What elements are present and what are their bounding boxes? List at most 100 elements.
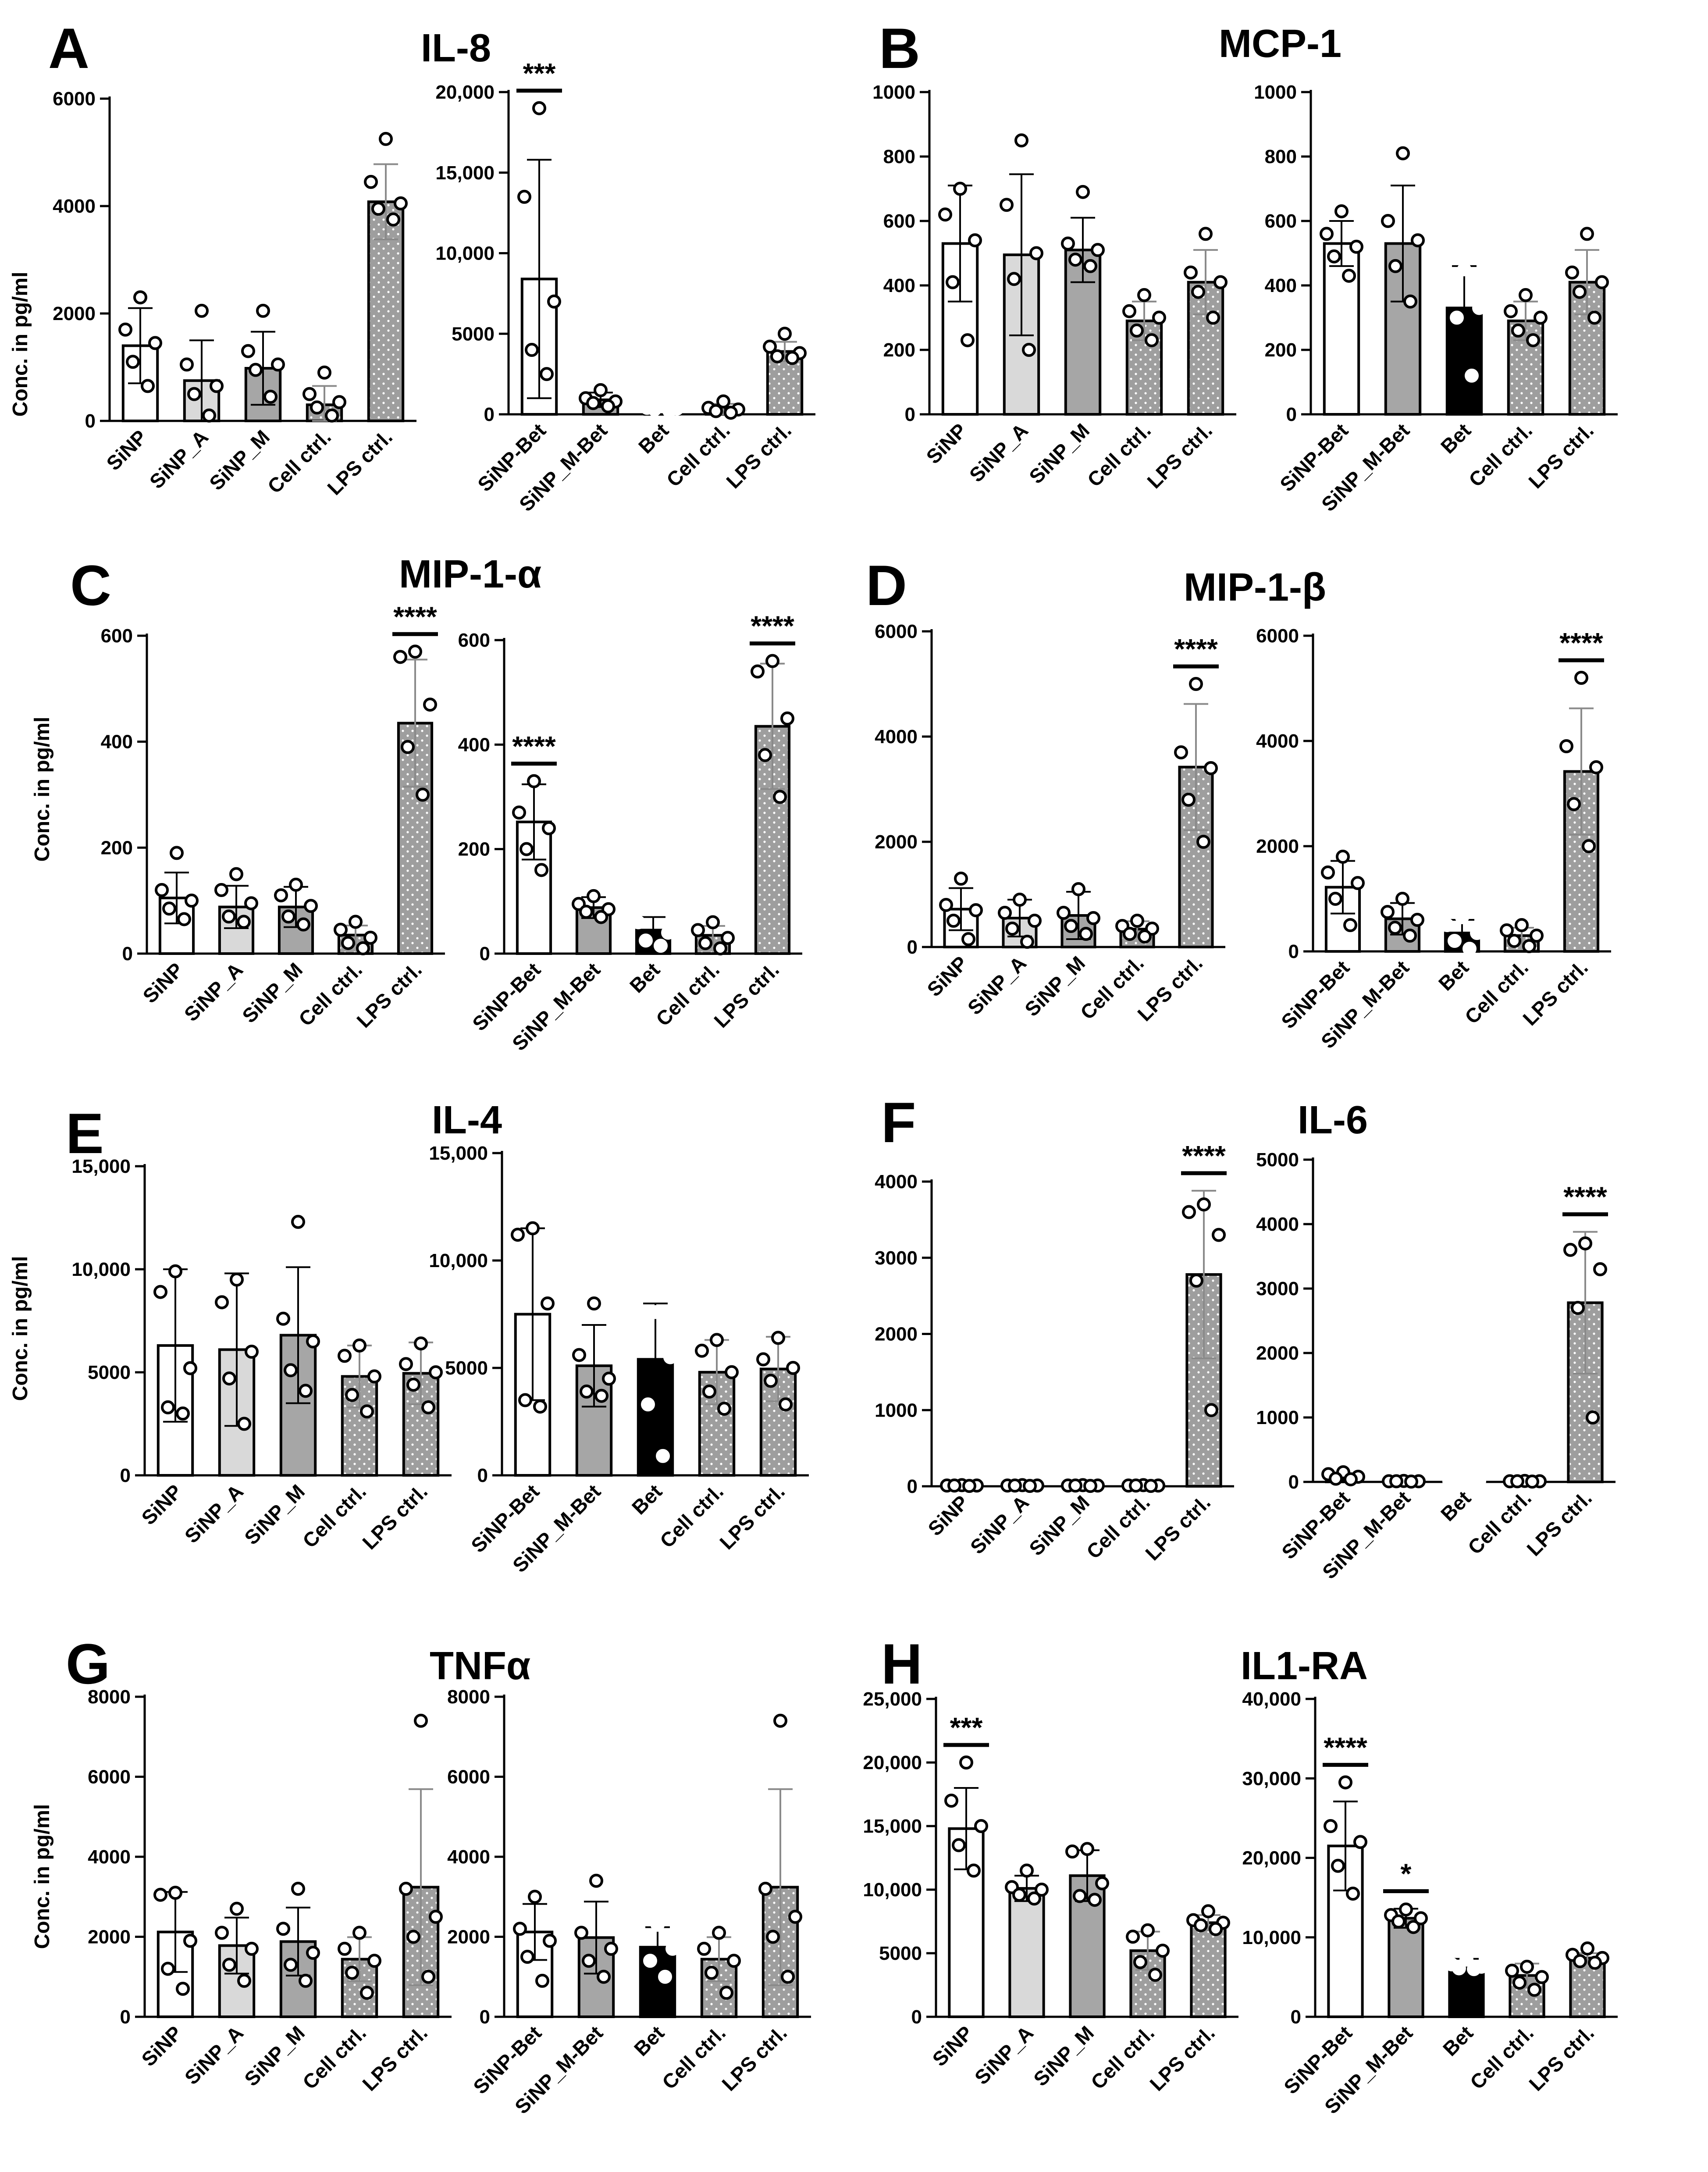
data-point xyxy=(237,1417,251,1431)
data-point xyxy=(518,1393,532,1407)
data-point xyxy=(1442,285,1456,299)
panel-title-il1ra: IL1-RA xyxy=(1241,1644,1368,1688)
chart-15: 010,00020,00030,00040,000****SiNP-Bet*Si… xyxy=(1242,1688,1618,2118)
data-point xyxy=(1023,1479,1037,1493)
category-label: Cell ctrl. xyxy=(1466,2021,1538,2094)
data-point xyxy=(654,939,668,953)
data-point xyxy=(517,189,531,204)
data-point xyxy=(237,1973,251,1988)
data-point xyxy=(296,917,310,932)
data-point xyxy=(310,400,324,415)
data-point xyxy=(947,914,961,928)
data-point xyxy=(1137,288,1151,303)
y-tick-label: 20,000 xyxy=(435,82,495,103)
data-point xyxy=(513,1922,527,1936)
data-point xyxy=(788,1909,802,1924)
data-point xyxy=(1095,1876,1109,1891)
data-point xyxy=(1321,865,1335,879)
data-point xyxy=(1144,1479,1158,1493)
data-point xyxy=(1527,1983,1541,1997)
category-label: LPS ctrl. xyxy=(352,958,426,1032)
data-point xyxy=(304,899,318,913)
data-point xyxy=(952,1838,966,1852)
data-point xyxy=(786,1361,800,1375)
data-point xyxy=(1324,1819,1338,1833)
panel-letter-d: D xyxy=(866,553,907,617)
data-point xyxy=(332,395,346,409)
data-point xyxy=(371,202,385,216)
y-tick-label: 0 xyxy=(1288,941,1299,962)
category-label: Cell ctrl. xyxy=(1464,419,1537,491)
data-point xyxy=(756,1352,770,1367)
category-label: LPS ctrl. xyxy=(1524,2021,1598,2095)
y-tick-label: 10,000 xyxy=(429,1250,488,1271)
ylabel-row-3: Conc. in pg/ml xyxy=(9,1256,32,1401)
data-point xyxy=(118,322,132,337)
category-label: LPS ctrl. xyxy=(709,958,783,1032)
data-point xyxy=(651,1918,665,1932)
y-tick-label: 0 xyxy=(907,1476,918,1497)
data-point xyxy=(969,903,983,917)
data-point xyxy=(1396,146,1410,160)
data-point xyxy=(542,821,556,835)
data-point xyxy=(594,383,608,397)
data-point xyxy=(141,379,155,393)
y-tick-label: 0 xyxy=(477,1465,488,1486)
panel-title-tnfa: TNFα xyxy=(430,1644,530,1688)
data-point xyxy=(1534,310,1548,325)
chart-1: 0500010,00015,00020,000***SiNP-BetSiNP_M… xyxy=(435,57,815,516)
data-point xyxy=(1565,265,1579,280)
data-point xyxy=(386,212,400,227)
y-tick-label: 20,000 xyxy=(863,1752,922,1773)
data-point xyxy=(416,787,430,802)
data-point xyxy=(1589,760,1603,774)
category-label: Cell ctrl. xyxy=(1082,1491,1154,1563)
data-point xyxy=(697,1941,711,1956)
data-point xyxy=(423,698,437,712)
category-label: Bet xyxy=(1436,1486,1475,1525)
data-point xyxy=(1343,918,1357,932)
data-point xyxy=(244,896,258,911)
y-tick-label: 0 xyxy=(907,936,918,958)
data-point xyxy=(944,1794,958,1808)
chart-14: 0500010,00015,00020,00025,000***SiNPSiNP… xyxy=(863,1688,1238,2095)
data-point xyxy=(429,1909,443,1924)
y-tick-label: 6000 xyxy=(875,621,918,642)
data-point xyxy=(1204,761,1218,775)
y-tick-label: 2000 xyxy=(1256,836,1299,857)
data-point xyxy=(1472,301,1486,315)
data-point xyxy=(414,1336,428,1351)
data-point xyxy=(263,389,278,404)
data-point xyxy=(1206,310,1220,325)
data-point xyxy=(594,1389,608,1403)
y-tick-label: 4000 xyxy=(1256,730,1299,752)
data-point xyxy=(1353,1835,1367,1849)
data-point xyxy=(1091,243,1105,257)
panel-letter-a: A xyxy=(48,16,89,80)
y-tick-label: 6000 xyxy=(53,88,96,110)
data-point xyxy=(1328,892,1342,906)
data-point xyxy=(520,1950,534,1964)
data-point xyxy=(1510,1474,1524,1488)
data-point xyxy=(1351,876,1365,890)
panel-letter-e: E xyxy=(66,1101,104,1165)
category-label: Cell ctrl. xyxy=(662,419,734,491)
y-tick-label: 30,000 xyxy=(1242,1768,1301,1789)
data-point xyxy=(1035,1883,1049,1897)
category-label: SiNP_A xyxy=(970,2021,1038,2089)
panel-letter-c: C xyxy=(70,553,111,617)
bar xyxy=(1384,242,1422,416)
data-point xyxy=(1465,368,1479,383)
data-point xyxy=(202,408,216,423)
bar xyxy=(1388,1917,1424,2018)
y-tick-label: 800 xyxy=(883,146,915,167)
data-point xyxy=(210,379,224,393)
data-point xyxy=(1526,333,1540,347)
category-label: SiNP xyxy=(922,419,971,468)
data-point xyxy=(691,923,705,937)
data-point xyxy=(1022,343,1036,357)
category-label: LPS ctrl. xyxy=(358,2021,432,2095)
